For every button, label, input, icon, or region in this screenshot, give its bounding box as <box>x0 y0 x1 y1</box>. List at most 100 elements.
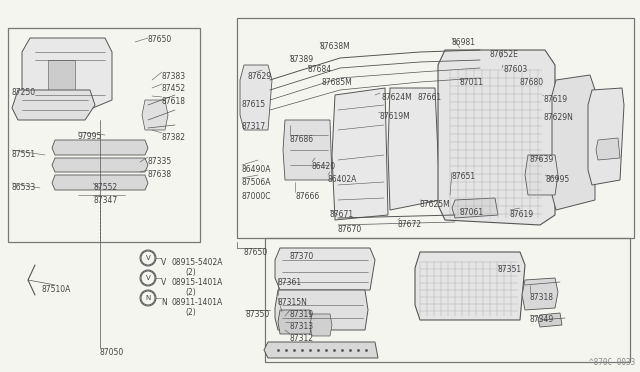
Bar <box>8 28 200 242</box>
Polygon shape <box>525 155 558 195</box>
Polygon shape <box>522 278 558 310</box>
Text: 87335: 87335 <box>148 157 172 166</box>
Text: 87551: 87551 <box>12 150 36 159</box>
Text: 08915-5402A: 08915-5402A <box>172 258 223 267</box>
Text: 08911-1401A: 08911-1401A <box>172 298 223 307</box>
Polygon shape <box>275 248 375 290</box>
Text: 87347: 87347 <box>93 196 117 205</box>
Text: 86402A: 86402A <box>328 175 357 184</box>
Text: 87684: 87684 <box>308 65 332 74</box>
Text: 87351: 87351 <box>498 265 522 274</box>
Polygon shape <box>538 313 562 327</box>
Text: 87666: 87666 <box>295 192 319 201</box>
Text: V: V <box>146 255 150 261</box>
Text: 87680: 87680 <box>520 78 544 87</box>
Text: 87672: 87672 <box>398 220 422 229</box>
Polygon shape <box>596 138 620 160</box>
Text: V: V <box>161 258 166 267</box>
Text: 87313: 87313 <box>290 322 314 331</box>
Text: 08915-1401A: 08915-1401A <box>172 278 223 287</box>
Text: 87350: 87350 <box>245 310 269 319</box>
Polygon shape <box>388 88 440 210</box>
Text: 87686: 87686 <box>290 135 314 144</box>
Text: 87671: 87671 <box>330 210 354 219</box>
Polygon shape <box>588 88 624 185</box>
Text: 86533: 86533 <box>12 183 36 192</box>
Text: 87000C: 87000C <box>242 192 271 201</box>
Text: 97995: 97995 <box>78 132 102 141</box>
Text: 87639: 87639 <box>530 155 554 164</box>
Polygon shape <box>415 252 525 320</box>
Text: 87552: 87552 <box>93 183 117 192</box>
Text: 87319: 87319 <box>290 310 314 319</box>
Text: 87361: 87361 <box>278 278 302 287</box>
Polygon shape <box>552 75 595 210</box>
Text: 87638M: 87638M <box>320 42 351 51</box>
Text: 87685M: 87685M <box>322 78 353 87</box>
Text: 87382: 87382 <box>162 133 186 142</box>
Text: 87650: 87650 <box>243 248 268 257</box>
Text: 87652E: 87652E <box>490 50 519 59</box>
Text: V: V <box>161 278 166 287</box>
Text: 87650: 87650 <box>148 35 172 44</box>
Text: 87625M: 87625M <box>420 200 451 209</box>
Text: 87370: 87370 <box>290 252 314 261</box>
Polygon shape <box>275 290 368 330</box>
Polygon shape <box>278 310 312 334</box>
Text: 87349: 87349 <box>530 315 554 324</box>
Polygon shape <box>142 100 168 130</box>
Text: 87315N: 87315N <box>278 298 308 307</box>
Polygon shape <box>438 50 555 225</box>
Text: 87510A: 87510A <box>42 285 72 294</box>
Text: (2): (2) <box>185 268 196 277</box>
Text: V: V <box>146 275 150 281</box>
Text: 87618: 87618 <box>162 97 186 106</box>
Text: 87619: 87619 <box>510 210 534 219</box>
Text: N: N <box>145 295 150 301</box>
Polygon shape <box>332 88 388 220</box>
Text: N: N <box>161 298 167 307</box>
Polygon shape <box>264 342 378 358</box>
Polygon shape <box>12 90 95 120</box>
Text: 87619: 87619 <box>543 95 567 104</box>
Text: 87619M: 87619M <box>380 112 411 121</box>
Text: 87061: 87061 <box>460 208 484 217</box>
Text: 87661: 87661 <box>418 93 442 102</box>
Text: 87389: 87389 <box>290 55 314 64</box>
Text: 87624M: 87624M <box>382 93 413 102</box>
Text: (2): (2) <box>185 288 196 297</box>
Text: ^870C 0033: ^870C 0033 <box>589 358 635 367</box>
Text: 87506A: 87506A <box>242 178 271 187</box>
Text: 87312: 87312 <box>290 334 314 343</box>
Text: 87651: 87651 <box>452 172 476 181</box>
Polygon shape <box>452 198 498 218</box>
Text: 87670: 87670 <box>338 225 362 234</box>
Polygon shape <box>310 314 332 336</box>
Text: 87318: 87318 <box>530 293 554 302</box>
Text: 87629N: 87629N <box>543 113 573 122</box>
Text: 87250: 87250 <box>12 88 36 97</box>
Text: 87603: 87603 <box>503 65 527 74</box>
Bar <box>237 18 634 238</box>
Text: 86981: 86981 <box>452 38 476 47</box>
Text: 87317: 87317 <box>242 122 266 131</box>
Text: 87615: 87615 <box>242 100 266 109</box>
Polygon shape <box>52 140 148 155</box>
Text: 86995: 86995 <box>545 175 569 184</box>
Polygon shape <box>52 158 148 172</box>
Polygon shape <box>22 38 112 110</box>
Text: (2): (2) <box>185 308 196 317</box>
Text: 87638: 87638 <box>148 170 172 179</box>
Text: 87383: 87383 <box>162 72 186 81</box>
Text: 87629: 87629 <box>248 72 272 81</box>
Text: 87050: 87050 <box>100 348 124 357</box>
Text: 87452: 87452 <box>162 84 186 93</box>
Polygon shape <box>52 175 148 190</box>
Polygon shape <box>240 65 272 130</box>
Polygon shape <box>48 60 75 92</box>
Text: 87011: 87011 <box>460 78 484 87</box>
Bar <box>265 238 630 362</box>
Text: 86490A: 86490A <box>242 165 271 174</box>
Text: 86420: 86420 <box>312 162 336 171</box>
Polygon shape <box>283 120 332 180</box>
